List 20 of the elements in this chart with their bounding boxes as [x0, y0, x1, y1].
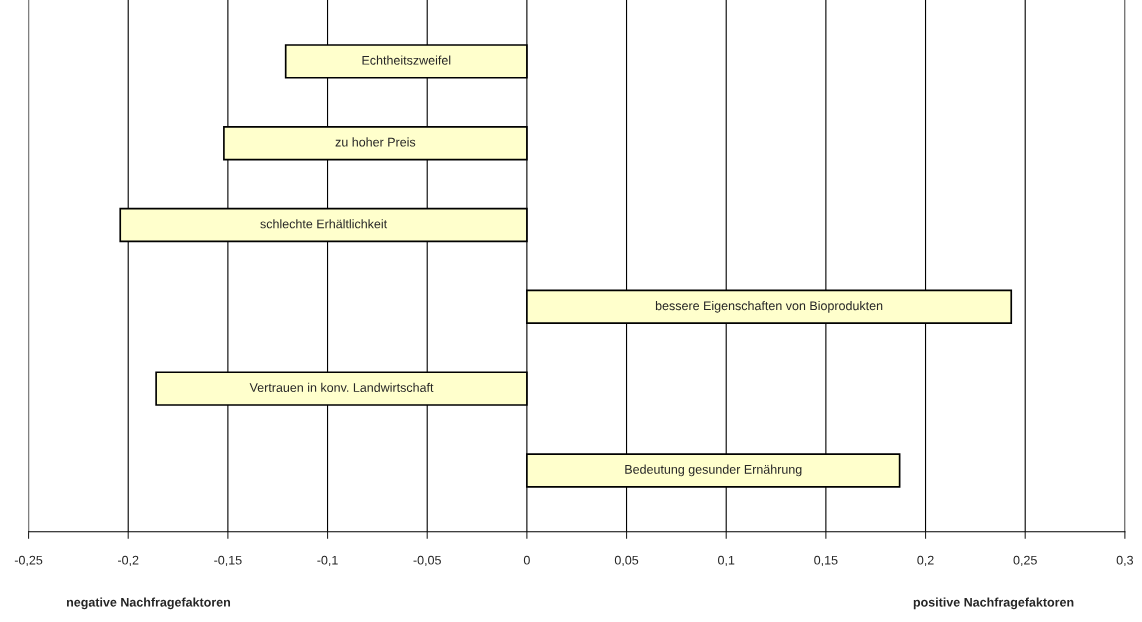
x-tick-label: 0,05	[614, 555, 639, 567]
text: negative Nachfragefaktoren	[66, 597, 231, 610]
y-tick-label: zu hoher Preis	[335, 137, 416, 147]
y-tick-label: Echtheitszweifel	[362, 55, 451, 65]
x-tick-label: 0,1	[718, 555, 735, 567]
y-tick-label: Vertrauen in konv. Landwirtschaft	[249, 382, 434, 392]
x-tick-label: -0,25	[14, 555, 43, 567]
y-tick-label: Bedeutung gesunder Ernährung	[625, 464, 802, 477]
x-tick-label: 0,15	[814, 555, 838, 567]
y-tick-label: schlechte Erhältlichkeit	[260, 219, 388, 229]
x-tick-label: -0,05	[413, 555, 441, 567]
y-tick-label: bessere Eigenschaften von Bioprodukten	[655, 300, 883, 313]
x-tick-label: 0	[523, 555, 530, 565]
x-tick-label: -0,15	[214, 555, 242, 567]
x-tick-label: 0,3	[1116, 555, 1134, 567]
x-tick-label: -0,2	[118, 555, 139, 567]
text: positive Nachfragefaktoren	[913, 597, 1074, 610]
x-tick-label: 0,2	[917, 555, 934, 567]
x-tick-label: -0,1	[317, 555, 338, 567]
x-tick-label: 0,25	[1013, 555, 1037, 567]
